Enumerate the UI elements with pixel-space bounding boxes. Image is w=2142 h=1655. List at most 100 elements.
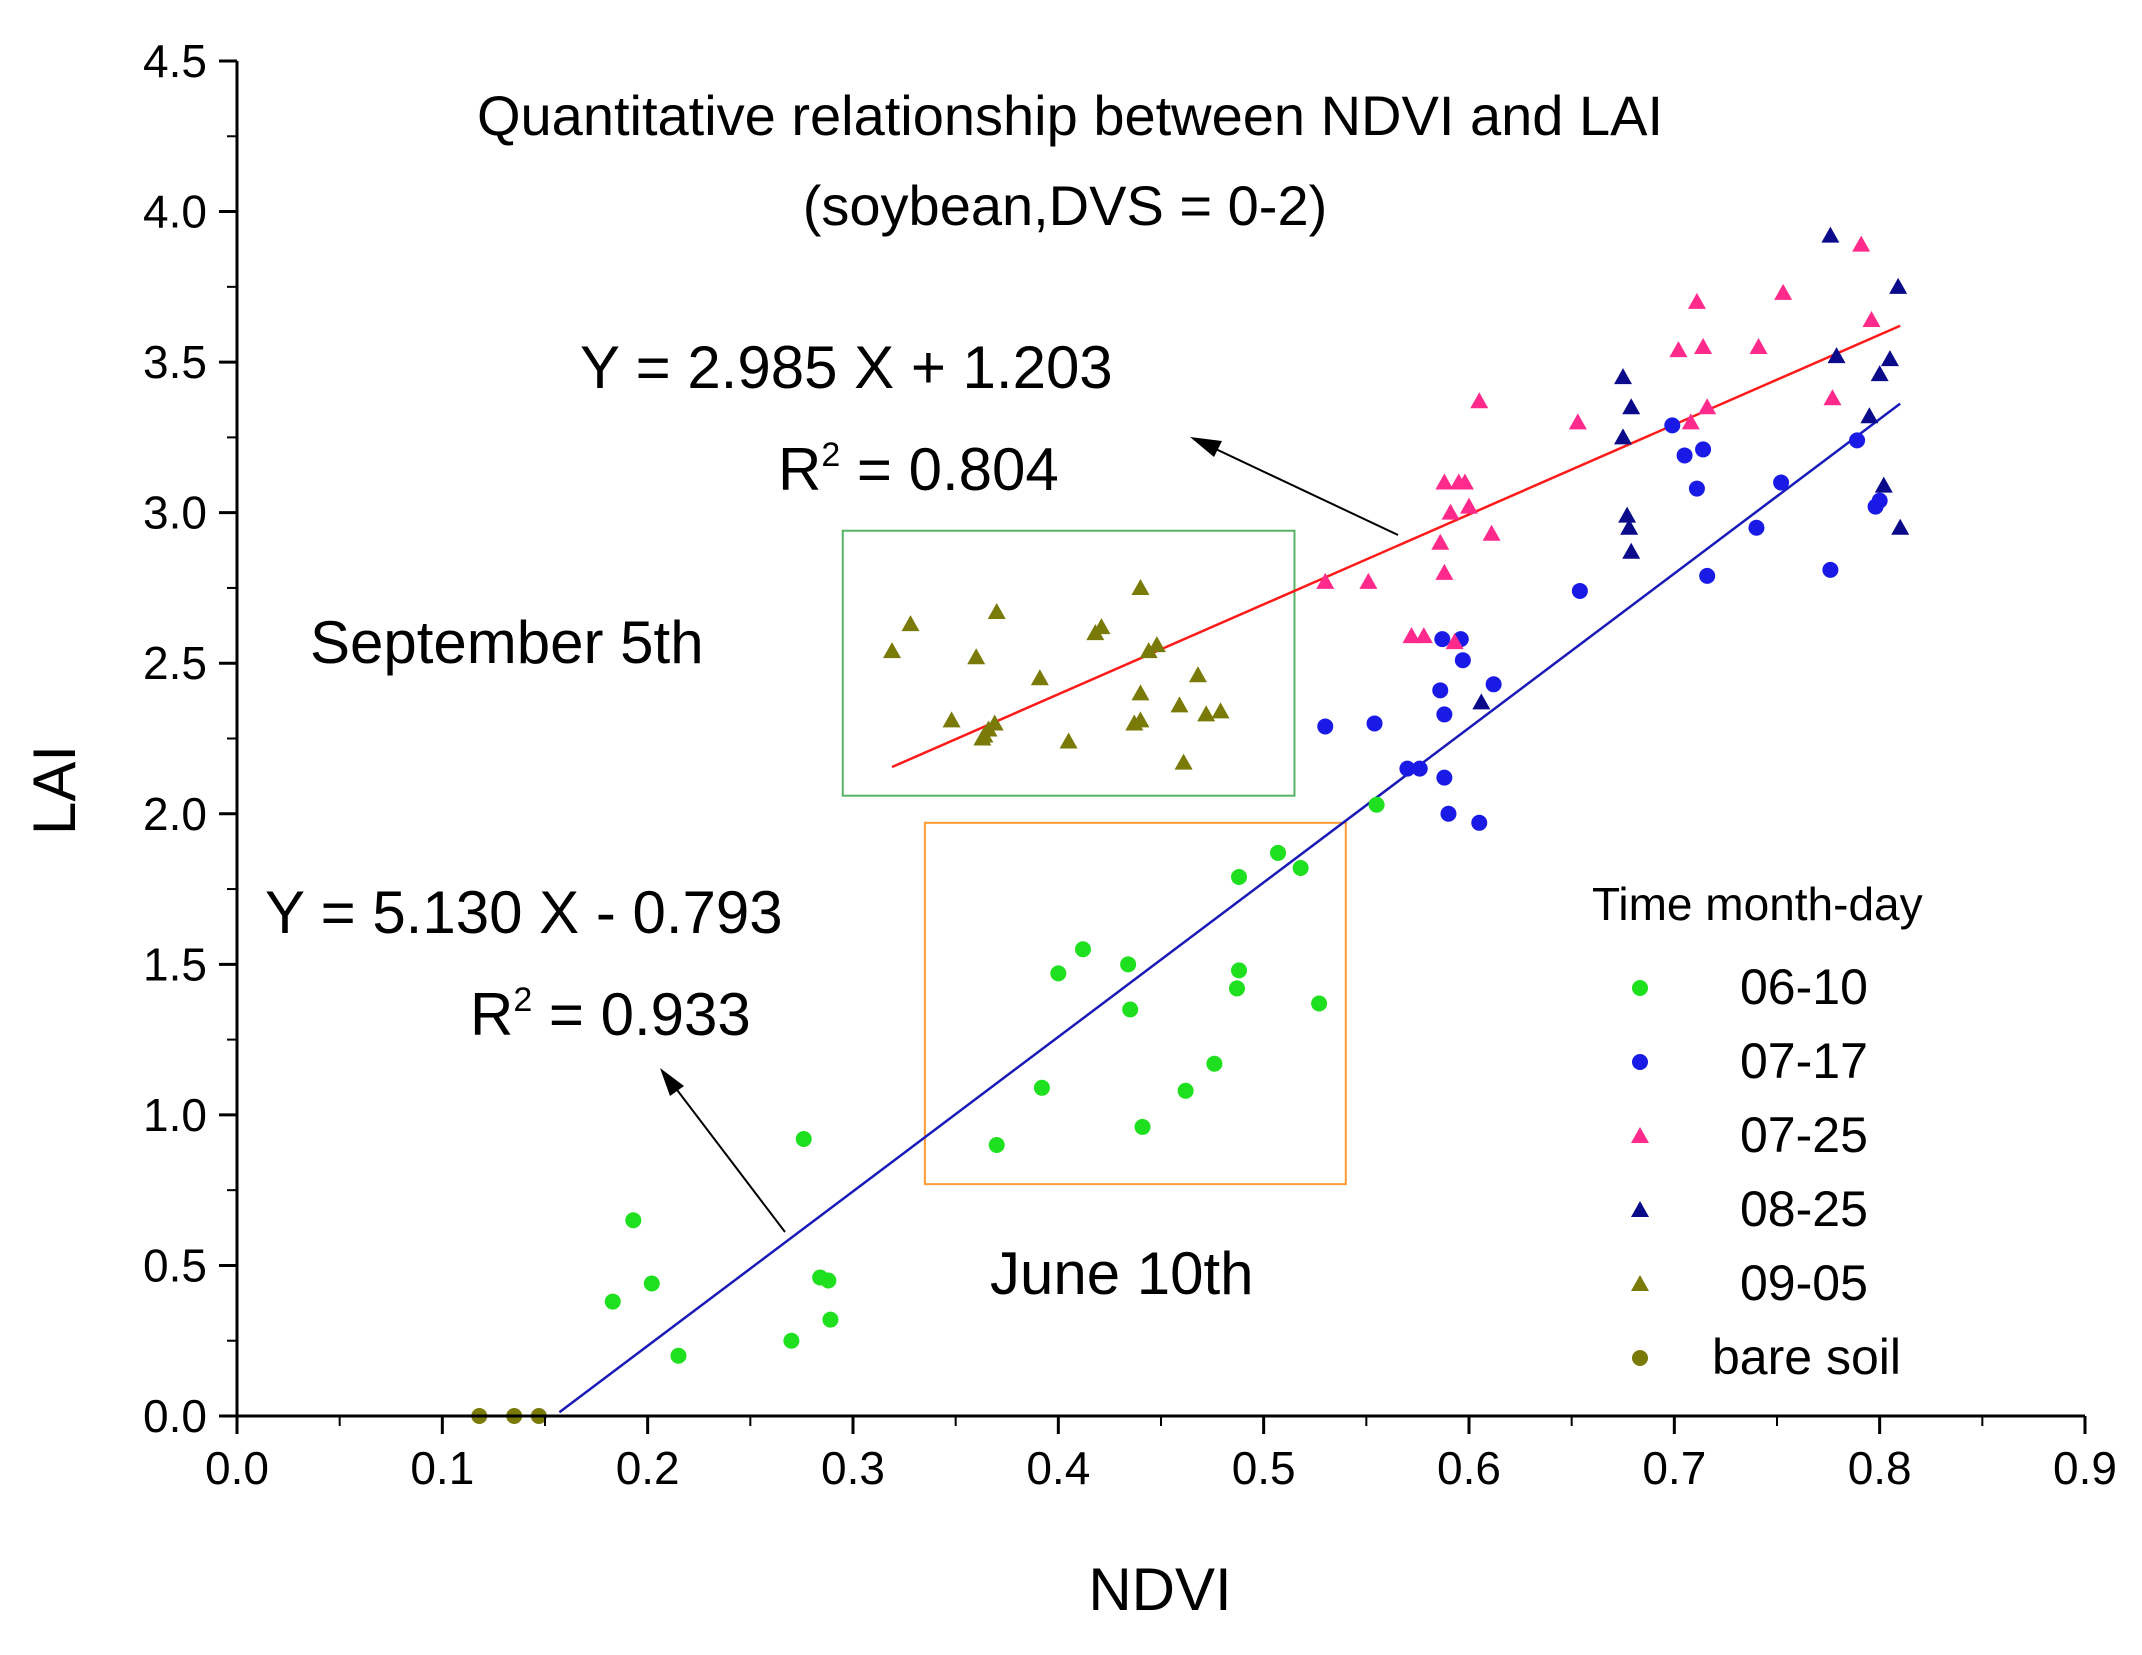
x-tick-label: 0.6	[1437, 1442, 1501, 1494]
point-07-17	[1454, 652, 1471, 669]
point-07-17	[1411, 760, 1428, 777]
data-points	[471, 226, 1910, 1424]
fit-red-r2-value: = 0.804	[840, 436, 1059, 503]
point-06-10	[1134, 1118, 1151, 1135]
point-07-25	[1441, 503, 1460, 520]
point-07-17	[1822, 561, 1839, 578]
point-07-25	[1402, 627, 1421, 644]
point-07-17	[1571, 582, 1588, 599]
point-08-25	[1614, 428, 1632, 445]
legend-markers	[1631, 980, 1649, 1366]
fit-blue-r2-exponent: 2	[513, 981, 532, 1019]
red-fit-arrow-head	[1190, 437, 1222, 457]
fit-red-equation: Y = 2.985 X + 1.203	[580, 334, 1113, 401]
legend-marker-07-17	[1632, 1054, 1648, 1070]
legend-marker-06-10	[1632, 980, 1648, 996]
point-07-25	[1749, 338, 1768, 355]
point-09-05	[1131, 578, 1150, 595]
point-07-25	[1568, 413, 1587, 430]
fit-red-r2: R2 = 0.804	[778, 436, 1059, 503]
point-07-17	[1366, 715, 1383, 732]
point-08-25	[1874, 476, 1893, 493]
june-region-box	[923, 821, 1347, 1186]
legend-title: Time month-day	[1592, 878, 1923, 930]
point-07-17	[1773, 474, 1790, 491]
point-06-10	[604, 1293, 621, 1310]
point-07-17	[1471, 814, 1488, 831]
point-06-10	[625, 1212, 642, 1229]
point-07-25	[1687, 292, 1706, 309]
point-07-25	[1698, 398, 1717, 415]
point-07-25	[1681, 413, 1700, 430]
y-tick-label: 2.5	[143, 637, 207, 689]
point-09-05	[1059, 732, 1078, 749]
point-06-10	[1033, 1079, 1050, 1096]
point-08-25	[1891, 518, 1910, 535]
point-06-10	[1292, 859, 1309, 876]
point-09-05	[967, 648, 986, 665]
y-tick-label: 0.5	[143, 1239, 207, 1291]
blue-fit-arrow-head	[660, 1068, 684, 1096]
point-06-10	[1074, 941, 1091, 958]
point-06-10	[1311, 995, 1328, 1012]
point-06-10	[820, 1272, 837, 1289]
point-08-25	[1827, 347, 1846, 364]
point-09-05	[883, 642, 902, 659]
point-07-25	[1431, 533, 1450, 550]
point-07-25	[1455, 473, 1474, 490]
blue-fit-arrow-shaft	[667, 1077, 786, 1233]
september-region-box	[841, 529, 1296, 797]
legend-marker-09-05	[1631, 1275, 1649, 1291]
point-07-17	[1695, 441, 1712, 458]
point-07-25	[1669, 341, 1688, 358]
chart-title: Quantitative relationship between NDVI a…	[477, 84, 1663, 147]
chart-subtitle: (soybean,DVS = 0-2)	[803, 174, 1327, 237]
point-07-17	[1699, 567, 1716, 584]
legend-label-0717: 07-17	[1740, 1033, 1868, 1089]
point-07-25	[1414, 627, 1433, 644]
y-tick-label: 4.0	[143, 186, 207, 238]
x-tick-label: 0.8	[1848, 1442, 1912, 1494]
point-06-10	[822, 1311, 839, 1328]
fit-blue-r2: R2 = 0.933	[470, 981, 751, 1048]
x-tick-label: 0.0	[205, 1442, 269, 1494]
x-tick-label: 0.2	[616, 1442, 680, 1494]
point-09-05	[1174, 753, 1193, 770]
point-08-25	[1870, 365, 1889, 382]
point-09-05	[1188, 666, 1207, 683]
point-06-10	[643, 1275, 660, 1292]
june-region-label: June 10th	[990, 1240, 1254, 1307]
y-tick-label: 1.5	[143, 938, 207, 990]
point-06-10	[783, 1332, 800, 1349]
legend-marker-bare-soil	[1632, 1350, 1648, 1366]
point-07-25	[1482, 524, 1501, 541]
point-09-05	[1131, 684, 1150, 701]
point-08-25	[1622, 398, 1641, 415]
point-07-25	[1852, 235, 1871, 252]
legend-label-0725: 07-25	[1740, 1107, 1868, 1163]
y-tick-label: 1.0	[143, 1089, 207, 1141]
point-07-25	[1823, 389, 1842, 406]
point-07-17	[1748, 519, 1765, 536]
point-07-17	[1432, 682, 1449, 699]
point-07-25	[1694, 338, 1713, 355]
legend-label-0610: 06-10	[1740, 959, 1868, 1015]
legend-label-bare-soil: bare soil	[1712, 1329, 1901, 1385]
point-07-25	[1435, 473, 1454, 490]
point-07-17	[1485, 676, 1502, 693]
point-06-10	[1270, 844, 1287, 861]
point-09-05	[901, 615, 920, 632]
x-axis-title: NDVI	[1088, 1556, 1231, 1623]
point-07-17	[1676, 447, 1693, 464]
point-07-17	[1871, 492, 1888, 509]
point-06-10	[1050, 965, 1067, 982]
point-06-10	[1368, 796, 1385, 813]
point-06-10	[1120, 956, 1137, 973]
point-09-05	[1147, 636, 1166, 653]
point-09-05	[1139, 642, 1158, 659]
point-09-05	[1092, 618, 1111, 635]
y-tick-labels: 0.0 0.5 1.0 1.5 2.0 2.5 3.0 3.5 4.0 4.5	[143, 35, 207, 1442]
point-07-25	[1435, 563, 1454, 580]
point-07-25	[1359, 572, 1378, 589]
